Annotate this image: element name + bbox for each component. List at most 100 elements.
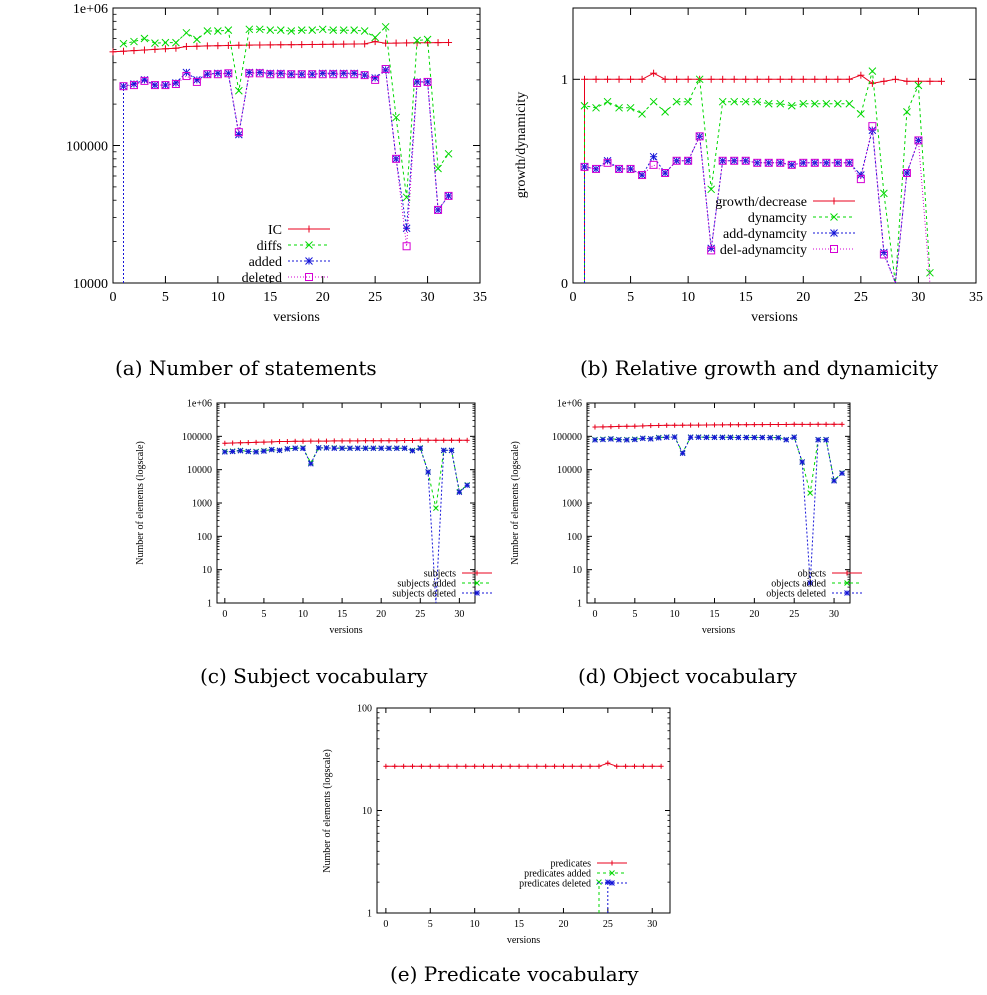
- legend-label: deleted: [242, 271, 282, 286]
- data-point: [569, 763, 575, 769]
- data-point: [347, 438, 353, 444]
- data-point: [287, 41, 295, 49]
- data-point: [649, 97, 658, 106]
- x-tick-label: 0: [570, 290, 577, 305]
- data-point: [224, 69, 233, 78]
- data-point: [640, 763, 646, 769]
- data-point: [382, 39, 390, 47]
- data-point: [245, 440, 251, 446]
- legend-label: predicates added: [524, 869, 591, 880]
- data-point: [119, 82, 128, 91]
- data-point: [403, 39, 411, 47]
- data-point: [743, 422, 749, 428]
- data-point: [616, 423, 622, 429]
- data-point: [386, 438, 392, 444]
- legend-label: subjects deleted: [392, 589, 456, 600]
- data-point: [707, 75, 715, 83]
- data-point: [592, 164, 601, 173]
- chart-b: 0 5 10 15 20 25 30 35 0 1 versions growth/dynamicit…: [514, 7, 983, 325]
- data-point: [319, 40, 327, 48]
- legend-entry: subjects: [424, 569, 492, 580]
- data-point: [402, 242, 411, 251]
- data-point: [735, 422, 741, 428]
- data-point: [891, 75, 899, 83]
- x-tick-label: 20: [796, 290, 810, 305]
- data-point: [684, 156, 693, 165]
- data-point: [371, 75, 380, 84]
- caption-e: (e) Predicate vocabulary: [390, 962, 639, 986]
- data-point: [839, 421, 845, 427]
- data-point: [331, 445, 338, 452]
- data-point: [393, 445, 400, 452]
- x-tick-label: 5: [261, 609, 266, 620]
- legend-entry: add-dynamcity: [723, 227, 855, 242]
- legend-entry: predicates deleted: [519, 879, 627, 890]
- y-axis-label: growth/dynamicity: [514, 92, 529, 199]
- data-point: [427, 763, 433, 769]
- data-point: [718, 156, 727, 165]
- data-point: [425, 469, 431, 475]
- x-tick-label: 15: [710, 609, 720, 620]
- data-point: [151, 39, 159, 48]
- data-point: [255, 69, 264, 78]
- data-point: [839, 470, 845, 477]
- data-point: [823, 436, 829, 443]
- data-point: [656, 422, 662, 428]
- series-line: [594, 436, 843, 494]
- data-point: [735, 434, 742, 441]
- data-point: [329, 26, 338, 35]
- x-axis-label: versions: [273, 310, 320, 325]
- data-point: [354, 445, 361, 452]
- series-added: [119, 65, 453, 283]
- data-point: [604, 75, 612, 83]
- series-line: [224, 439, 468, 444]
- data-point: [224, 26, 233, 35]
- data-point: [810, 99, 819, 108]
- data-point: [256, 41, 264, 49]
- data-point: [433, 437, 439, 443]
- data-point: [203, 70, 212, 79]
- data-point: [119, 39, 128, 48]
- data-point: [292, 445, 299, 452]
- data-point: [856, 175, 865, 184]
- data-point: [119, 47, 127, 55]
- data-point: [172, 44, 180, 52]
- data-point: [229, 448, 236, 455]
- x-tick-label: 10: [670, 609, 680, 620]
- data-point: [914, 77, 922, 85]
- data-point: [684, 97, 692, 106]
- data-point: [418, 763, 424, 769]
- y-tick-label: 10000: [557, 465, 582, 476]
- legend-marker: [609, 880, 615, 886]
- data-point: [647, 436, 654, 442]
- data-point: [266, 70, 275, 79]
- data-point: [234, 86, 243, 95]
- data-point: [392, 154, 401, 163]
- data-point: [402, 437, 408, 443]
- data-point: [361, 40, 369, 48]
- data-point: [360, 27, 369, 35]
- data-point: [687, 434, 694, 441]
- data-point: [600, 436, 606, 443]
- legend-entry: diffs: [257, 239, 330, 254]
- data-point: [707, 244, 716, 253]
- data-point: [815, 436, 821, 443]
- data-point: [845, 75, 853, 83]
- data-point: [507, 763, 513, 769]
- x-tick-label: 25: [368, 290, 382, 305]
- data-point: [615, 103, 623, 112]
- legend-entry: objects added: [771, 579, 862, 590]
- data-point: [308, 70, 317, 79]
- data-point: [937, 77, 945, 85]
- legend-marker: [609, 860, 615, 866]
- data-point: [787, 160, 796, 169]
- data-point: [614, 763, 620, 769]
- series-predicates: [383, 760, 664, 769]
- data-point: [323, 445, 330, 451]
- data-point: [464, 482, 471, 489]
- data-point: [719, 434, 726, 441]
- series-subjects-deleted: [221, 445, 471, 604]
- data-point: [783, 436, 790, 443]
- data-point: [868, 67, 877, 76]
- data-point: [616, 436, 622, 443]
